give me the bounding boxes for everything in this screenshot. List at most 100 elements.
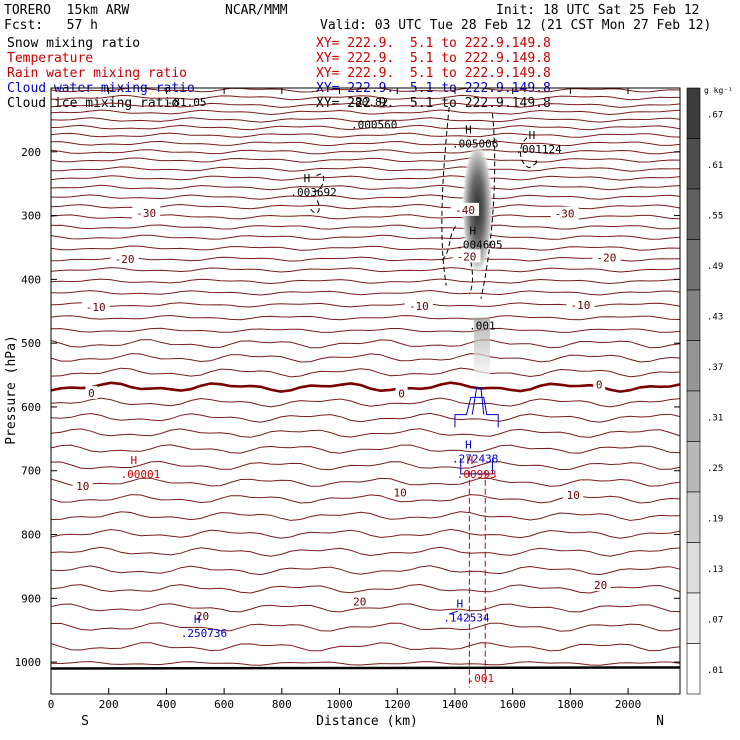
maximum-value: .004605	[456, 238, 502, 251]
cloud-ice-tail	[473, 317, 490, 382]
y-tick-label: 700	[21, 465, 41, 478]
temperature-contour	[50, 289, 681, 296]
x-tick-label: 2000	[615, 698, 642, 711]
maximum-marker: H	[130, 454, 137, 467]
maximum-value: .001124	[515, 143, 562, 156]
x-tick-label: 400	[156, 698, 176, 711]
colorbar-swatch	[686, 441, 701, 493]
temperature-contour	[50, 278, 681, 285]
x-tick-label: 1600	[499, 698, 526, 711]
temperature-contour	[50, 157, 681, 163]
temperature-contour	[50, 339, 681, 349]
colorbar-label: .37	[707, 363, 723, 373]
temperature-contour	[50, 117, 681, 123]
x-tick-label: 800	[272, 698, 292, 711]
label-mask	[592, 250, 621, 264]
temperature-contour	[50, 224, 681, 230]
temperature-contour	[50, 149, 681, 155]
x-axis-label: Distance (km)	[316, 714, 418, 729]
x-axis: 0 200 400 600 800 1000 1200 1400 1600 1800 2000	[48, 88, 642, 711]
temperature-label: 10	[76, 480, 89, 493]
temperature-contour	[50, 603, 681, 613]
cloud-water-contour	[460, 457, 493, 475]
temperature-contour	[50, 102, 681, 108]
temperature-contour	[50, 109, 681, 116]
init-time: Init: 18 UTC Sat 25 Feb 12	[496, 3, 700, 18]
y-tick-label: 600	[21, 401, 41, 414]
cloud-water-contour	[449, 610, 459, 615]
colorbar-label: .55	[707, 211, 723, 221]
x-tick-label: 0	[48, 698, 55, 711]
label-mask	[81, 299, 110, 313]
temperature-contour	[50, 642, 681, 652]
temperature-label: 0	[88, 387, 95, 400]
label-mask	[566, 297, 595, 311]
temperature-contour	[50, 314, 681, 321]
contour-labels: -30 -20 -10 -10 -10 -20 -30 -40 -20 0 0 0 10 10 10 20 20…	[72, 96, 621, 685]
temperature-contour	[50, 140, 681, 147]
plot-frame	[50, 87, 681, 695]
temperature-label: 10	[567, 489, 580, 502]
temperature-contour	[50, 528, 681, 539]
maximum-marker: H	[467, 454, 474, 467]
plot-border	[50, 87, 681, 695]
x-tick-label: 200	[99, 698, 119, 711]
temperature-contour	[50, 460, 681, 471]
temperature-label: -30	[555, 208, 575, 221]
temperature-contour	[50, 166, 681, 172]
colorbar-swatch	[686, 138, 701, 190]
temperature-contour	[50, 428, 681, 438]
snow-contour	[441, 107, 496, 299]
temperature-contour	[50, 256, 681, 262]
maximum-marker: H	[529, 129, 536, 142]
snow-contour	[310, 173, 325, 214]
temperature-contour	[50, 477, 681, 487]
colorbar-label: .01	[707, 666, 723, 676]
maximum-marker: H	[469, 224, 476, 237]
temperature-contour	[50, 245, 681, 251]
temperature-contour	[50, 124, 681, 131]
maximum-value: .000560	[351, 118, 397, 131]
left-endpoint-label: S	[81, 714, 89, 729]
y-tick-label: 500	[21, 337, 41, 350]
field-label-temperature: Temperature	[7, 51, 94, 66]
label-mask	[349, 594, 370, 608]
temperature-contour	[50, 583, 681, 594]
colorbar-swatch	[686, 592, 701, 644]
cloud-ice-shading	[461, 145, 494, 382]
y-tick-label: 900	[21, 592, 41, 605]
temperature-contour	[50, 622, 681, 632]
temperature-label: -20	[457, 250, 477, 263]
label-mask	[563, 487, 584, 501]
temperature-contour	[50, 381, 681, 393]
temperature-contour	[50, 327, 681, 333]
temperature-contour	[50, 661, 681, 666]
temperature-label: 20	[196, 610, 209, 623]
colorbar-label: .13	[707, 565, 723, 575]
forecast-hour: Fcst: 57 h	[4, 18, 98, 33]
label-mask	[550, 206, 579, 220]
maximum-value: .00001	[121, 468, 161, 481]
y-axis-label: Pressure (hPa)	[4, 335, 19, 445]
label-mask	[593, 377, 606, 391]
temperature-label: -20	[596, 252, 616, 265]
maximum-marker: H	[465, 123, 472, 136]
temperature-label: 20	[594, 579, 607, 592]
temperature-label: 0	[398, 388, 405, 401]
colorbar-label: .31	[707, 413, 723, 423]
maximum-marker: H	[194, 613, 201, 626]
colorbar-swatch	[686, 643, 701, 695]
temperature-contour	[50, 234, 681, 240]
maximum-marker: H	[465, 439, 472, 452]
y-tick-label: 400	[21, 273, 41, 286]
x-tick-label: 1400	[442, 698, 469, 711]
temperature-contour	[50, 494, 681, 504]
label-mask	[110, 251, 139, 265]
maximum-value: .250736	[181, 627, 227, 640]
y-tick-label: 200	[21, 146, 41, 159]
maximum-value: .003692	[290, 186, 336, 199]
label-mask	[192, 609, 213, 623]
colorbar: .67 .61 .55 .49 .43 .37 .31 .25 .19 .13 .07 .01 g kg…	[686, 86, 733, 695]
